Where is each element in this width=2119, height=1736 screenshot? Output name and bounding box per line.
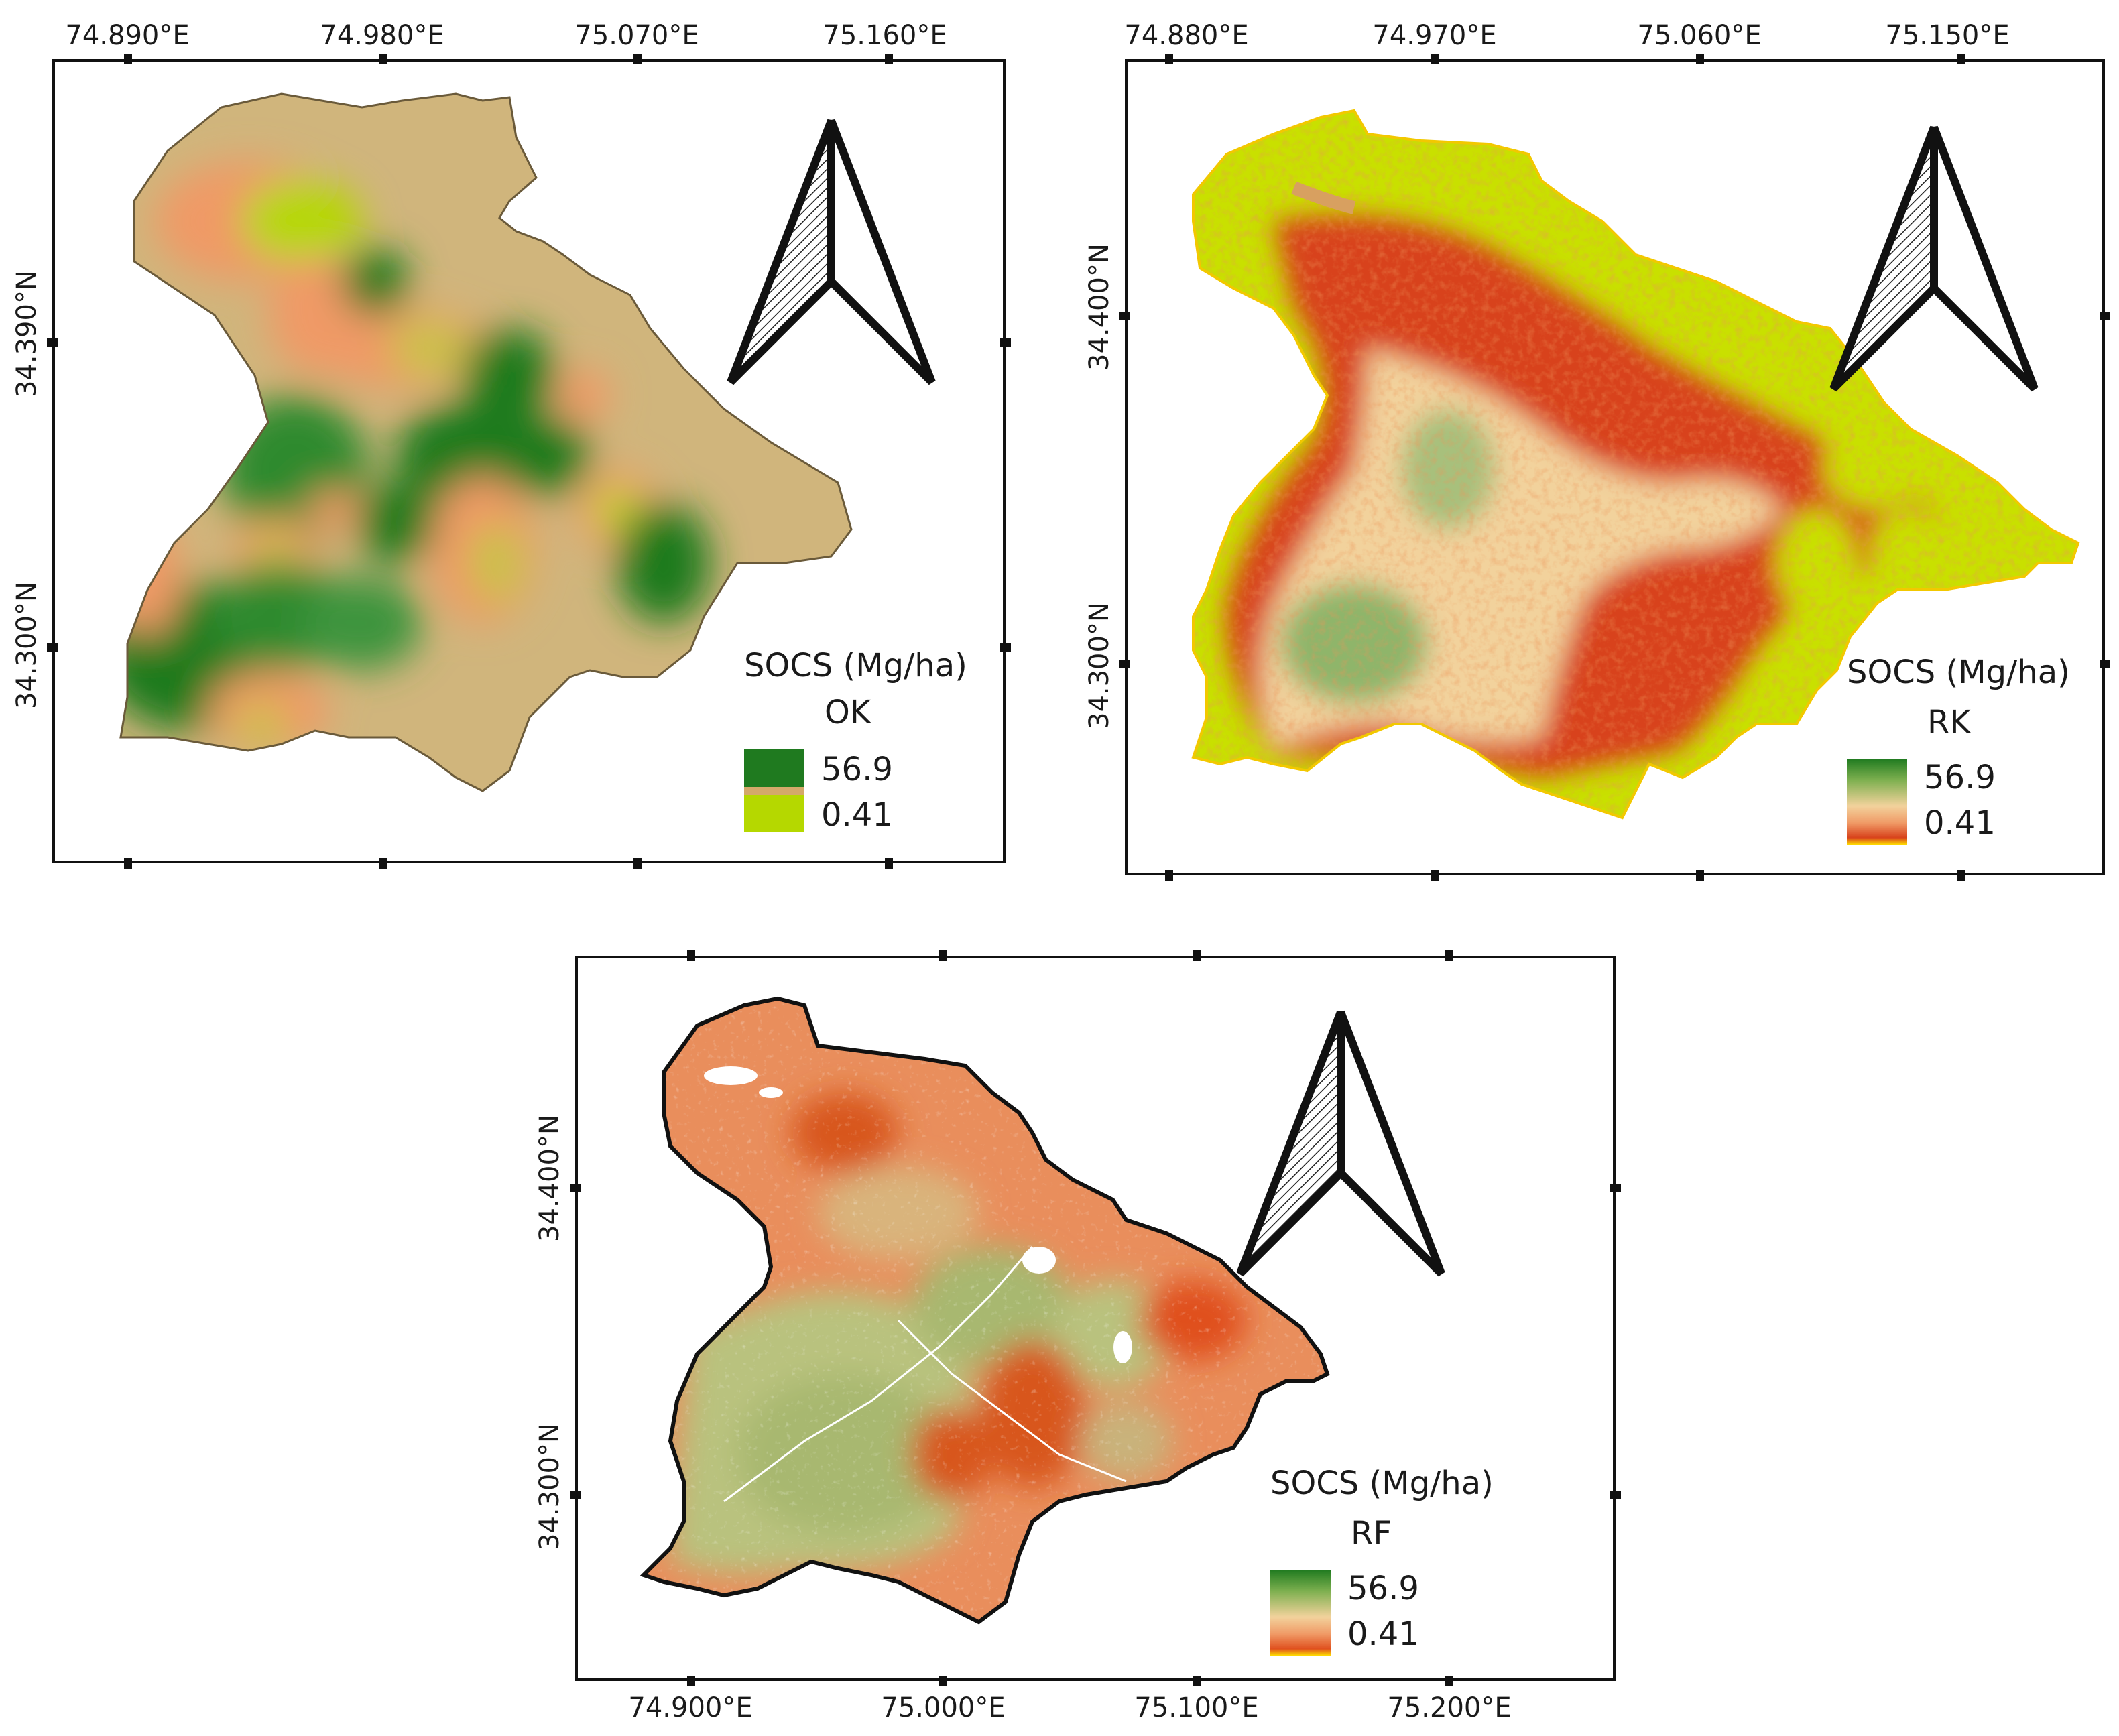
tick	[1610, 1491, 1621, 1499]
lon-label: 75.000°E	[881, 1692, 1006, 1723]
tick	[885, 54, 893, 64]
tick	[1957, 54, 1965, 64]
soc-map-ok	[119, 92, 936, 792]
tick	[570, 1491, 581, 1499]
legend-method-label: RF	[1351, 1515, 1392, 1552]
tick	[47, 643, 58, 652]
tick	[1696, 54, 1704, 64]
lon-label: 75.060°E	[1637, 20, 1762, 51]
north-arrow-icon	[1236, 1010, 1445, 1277]
tick	[1000, 643, 1011, 652]
lon-label: 74.980°E	[320, 20, 444, 51]
legend-method-label: OK	[825, 694, 871, 731]
tick	[124, 54, 132, 64]
legend-swatch-mid	[744, 787, 804, 795]
tick	[939, 950, 947, 961]
legend-max-value: 56.9	[1924, 759, 1996, 796]
tick	[124, 858, 132, 869]
tick	[1610, 1184, 1621, 1192]
legend-title: SOCS (Mg/ha)	[744, 647, 967, 684]
tick	[379, 54, 387, 64]
lon-label: 74.890°E	[65, 20, 190, 51]
tick	[633, 858, 642, 869]
legend-swatch-gradient	[1847, 759, 1907, 845]
tick	[1165, 54, 1173, 64]
lon-label: 74.970°E	[1372, 20, 1497, 51]
map-panel-ok: 74.890°E 74.980°E 75.070°E 75.160°E 34.3…	[0, 0, 1046, 885]
lon-label: 75.200°E	[1387, 1692, 1512, 1723]
tick	[1431, 54, 1439, 64]
tick	[1445, 1676, 1453, 1686]
lon-label: 75.150°E	[1885, 20, 2010, 51]
lon-label: 75.100°E	[1134, 1692, 1259, 1723]
map-panel-rk: 74.880°E 74.970°E 75.060°E 75.150°E 34.4…	[1073, 0, 2119, 891]
tick	[1957, 870, 1965, 881]
tick	[1000, 338, 1011, 347]
tick	[687, 1676, 695, 1686]
legend-method-label: RK	[1927, 704, 1971, 741]
tick	[687, 950, 695, 961]
legend-min-value: 0.41	[1924, 804, 1996, 842]
map-panel-rf: 34.400°N 34.300°N 74.900°E 75.000°E 75.1…	[523, 932, 1622, 1736]
soc-map-rk	[1191, 109, 2080, 820]
tick	[1119, 660, 1130, 668]
north-arrow-icon	[1829, 125, 2039, 392]
lon-label: 74.900°E	[628, 1692, 753, 1723]
soc-map-rf	[640, 996, 1445, 1625]
tick	[379, 858, 387, 869]
tick	[1119, 312, 1130, 320]
tick	[1193, 1676, 1201, 1686]
tick	[1193, 950, 1201, 961]
tick	[1431, 870, 1439, 881]
tick	[939, 1676, 947, 1686]
legend-min-value: 0.41	[821, 796, 893, 834]
lon-label: 75.160°E	[823, 20, 947, 51]
legend-max-value: 56.9	[1347, 1570, 1419, 1607]
tick	[2100, 312, 2110, 320]
tick	[885, 858, 893, 869]
legend-title: SOCS (Mg/ha)	[1847, 654, 2070, 691]
tick	[1696, 870, 1704, 881]
lon-label: 74.880°E	[1124, 20, 1249, 51]
tick	[633, 54, 642, 64]
tick	[1165, 870, 1173, 881]
legend-min-value: 0.41	[1347, 1615, 1419, 1653]
legend-swatch-low	[744, 795, 804, 832]
north-arrow-icon	[727, 119, 936, 385]
tick	[47, 338, 58, 347]
lon-label: 75.070°E	[574, 20, 699, 51]
tick	[2100, 660, 2110, 668]
legend-swatch-high	[744, 749, 804, 787]
tick	[570, 1184, 581, 1192]
legend-title: SOCS (Mg/ha)	[1270, 1465, 1494, 1502]
legend-max-value: 56.9	[821, 751, 893, 788]
legend-swatch-gradient	[1270, 1570, 1331, 1656]
tick	[1445, 950, 1453, 961]
